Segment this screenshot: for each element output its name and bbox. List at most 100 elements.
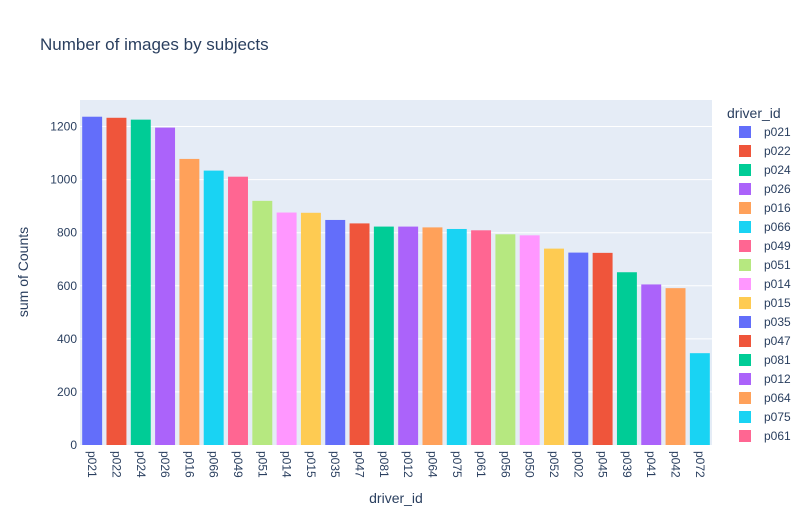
y-tick-label: 1000 <box>50 173 77 187</box>
x-tick-label: p052 <box>547 451 561 478</box>
legend-item-p021[interactable]: p021 <box>764 125 791 139</box>
x-tick-label: p051 <box>255 451 269 478</box>
legend-item-p075[interactable]: p075 <box>764 410 791 424</box>
legend-item-p051[interactable]: p051 <box>764 258 791 272</box>
legend-swatch <box>739 297 751 309</box>
legend-swatch <box>739 164 751 176</box>
legend-item-p047[interactable]: p047 <box>764 334 791 348</box>
x-tick-label: p061 <box>474 451 488 478</box>
x-tick-label: p050 <box>523 451 537 478</box>
x-tick-label: p035 <box>328 451 342 478</box>
bar-p022[interactable] <box>106 117 127 446</box>
bar-p051[interactable] <box>252 200 273 445</box>
x-tick-label: p045 <box>596 451 610 478</box>
legend-swatch <box>739 354 751 366</box>
x-tick-label: p002 <box>571 451 585 478</box>
bar-p045[interactable] <box>592 252 613 445</box>
legend-swatch <box>739 430 751 442</box>
bar-p039[interactable] <box>616 272 637 445</box>
chart-title: Number of images by subjects <box>40 35 269 54</box>
x-tick-label: p041 <box>644 451 658 478</box>
y-tick-label: 800 <box>57 226 77 240</box>
x-tick-label: p047 <box>353 451 367 478</box>
legend-title: driver_id <box>727 105 781 121</box>
legend-item-p014[interactable]: p014 <box>764 277 791 291</box>
bar-p075[interactable] <box>446 228 467 445</box>
legend-item-p022[interactable]: p022 <box>764 144 791 158</box>
x-tick-label: p022 <box>109 451 123 478</box>
bar-p015[interactable] <box>300 212 321 445</box>
x-tick-label: p026 <box>158 451 172 478</box>
bar-p061[interactable] <box>471 230 492 445</box>
legend-item-p026[interactable]: p026 <box>764 182 791 196</box>
x-axis-title: driver_id <box>369 490 423 506</box>
bar-p049[interactable] <box>228 176 248 445</box>
bars <box>82 116 710 446</box>
bar-p002[interactable] <box>568 252 589 445</box>
bar-p014[interactable] <box>276 212 297 445</box>
y-tick-label: 600 <box>57 279 77 293</box>
bar-p072[interactable] <box>689 353 710 445</box>
legend-swatch <box>739 411 751 423</box>
x-tick-label: p075 <box>450 451 464 478</box>
legend-swatch <box>739 221 751 233</box>
x-tick-label: p072 <box>693 451 707 478</box>
legend-swatch <box>739 183 751 195</box>
bar-p056[interactable] <box>495 234 516 445</box>
x-tick-label: p021 <box>85 451 99 478</box>
x-tick-label: p049 <box>231 451 245 478</box>
bar-p035[interactable] <box>325 219 346 445</box>
bar-p081[interactable] <box>373 226 394 445</box>
legend-swatch <box>739 278 751 290</box>
bar-p066[interactable] <box>203 170 224 446</box>
bar-p047[interactable] <box>349 223 370 445</box>
bar-p041[interactable] <box>641 284 662 445</box>
x-tick-label: p066 <box>207 451 221 478</box>
legend-swatch <box>739 259 751 271</box>
y-tick-label: 400 <box>57 332 77 346</box>
legend-item-p081[interactable]: p081 <box>764 353 791 367</box>
legend-item-p035[interactable]: p035 <box>764 315 791 329</box>
bar-p026[interactable] <box>155 127 176 445</box>
legend-item-p012[interactable]: p012 <box>764 372 791 386</box>
bar-p052[interactable] <box>544 248 564 445</box>
y-tick-label: 1200 <box>50 120 77 134</box>
x-tick-label: p056 <box>498 451 512 478</box>
legend-item-p066[interactable]: p066 <box>764 220 791 234</box>
legend-swatch <box>739 126 751 138</box>
x-tick-label: p012 <box>401 451 415 478</box>
y-axis-title: sum of Counts <box>15 227 31 317</box>
legend-item-p015[interactable]: p015 <box>764 296 791 310</box>
legend-swatch <box>739 373 751 385</box>
x-tick-labels: p021 p022 p024 p026 p016 p066 p049 p051 p014 p015… <box>85 451 707 478</box>
y-tick-labels: 0 200 400 600 800 1000 1200 <box>50 120 77 452</box>
legend-swatch <box>739 335 751 347</box>
bar-p012[interactable] <box>398 226 419 445</box>
legend-item-p061[interactable]: p061 <box>764 429 791 443</box>
legend-swatch <box>739 392 751 404</box>
x-tick-label: p015 <box>304 451 318 478</box>
x-tick-label: p024 <box>134 451 148 478</box>
legend: p021 p022 p024 p026 p016 p066 p049 p051 p014 p015… <box>739 125 791 443</box>
x-tick-label: p016 <box>182 451 196 478</box>
bar-p016[interactable] <box>179 158 200 445</box>
bar-p050[interactable] <box>519 235 540 445</box>
legend-item-p016[interactable]: p016 <box>764 201 791 215</box>
legend-item-p064[interactable]: p064 <box>764 391 791 405</box>
legend-item-p024[interactable]: p024 <box>764 163 791 177</box>
y-tick-label: 200 <box>57 385 77 399</box>
x-tick-label: p081 <box>377 451 391 478</box>
bar-p024[interactable] <box>130 119 151 445</box>
legend-item-p049[interactable]: p049 <box>764 239 791 253</box>
x-tick-label: p039 <box>620 451 634 478</box>
x-tick-label: p064 <box>425 451 439 478</box>
x-tick-label: p042 <box>669 451 683 478</box>
bar-p064[interactable] <box>422 227 443 445</box>
bar-p021[interactable] <box>82 116 103 445</box>
y-tick-label: 0 <box>70 438 77 452</box>
legend-swatch <box>739 316 751 328</box>
x-tick-label: p014 <box>280 451 294 478</box>
bar-p042[interactable] <box>665 288 686 445</box>
legend-swatch <box>739 145 751 157</box>
